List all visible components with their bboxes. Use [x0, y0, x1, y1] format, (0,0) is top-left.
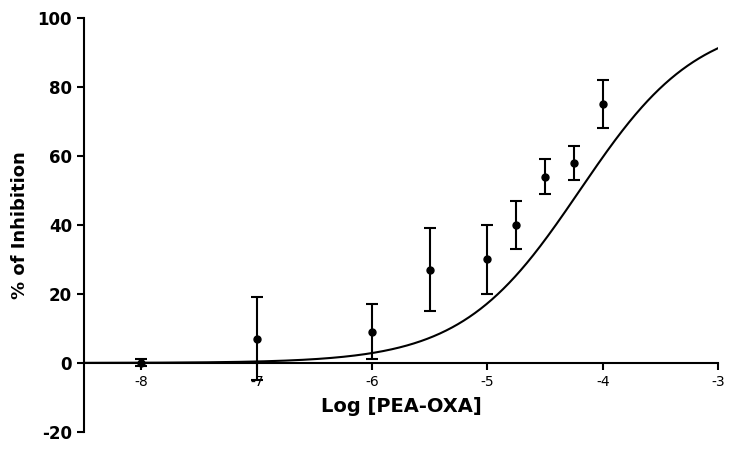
Y-axis label: % of Inhibition: % of Inhibition [11, 151, 29, 299]
X-axis label: Log [PEA-OXA]: Log [PEA-OXA] [321, 397, 481, 416]
